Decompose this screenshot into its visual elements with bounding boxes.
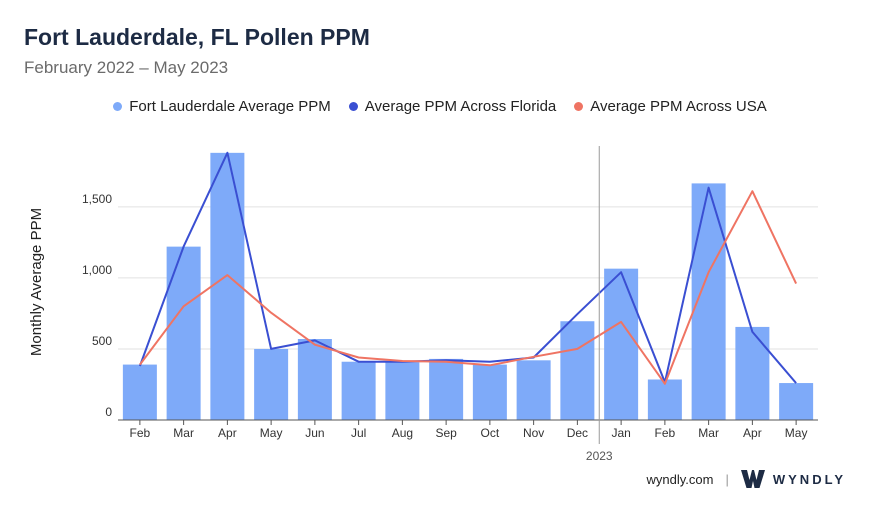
wyndly-logo-icon [740, 470, 765, 488]
x-tick-label: Sep [435, 426, 457, 440]
legend-item-florida[interactable]: Average PPM Across Florida [348, 98, 557, 115]
bar [297, 339, 332, 420]
brand-name: WYNDLY [772, 471, 846, 487]
year-label: 2023 [586, 449, 613, 463]
x-tick-label: Feb [655, 426, 676, 440]
legend-item-usa[interactable]: Average PPM Across USA [574, 98, 767, 115]
legend-dot-icon [348, 102, 358, 111]
legend-label: Average PPM Across Florida [364, 98, 557, 115]
x-tick-label: Oct [481, 426, 500, 440]
x-tick-label: Mar [698, 426, 719, 440]
legend-dot-icon [113, 102, 123, 111]
footer-separator: | [725, 471, 729, 487]
bar [472, 364, 507, 420]
chart-subtitle: February 2022 – May 2023 [24, 58, 229, 77]
bar [254, 348, 289, 420]
legend-label: Fort Lauderdale Average PPM [129, 98, 331, 115]
site-link[interactable]: wyndly.com [646, 471, 714, 487]
legend-label: Average PPM Across USA [590, 98, 767, 115]
x-tick-label: May [785, 426, 808, 440]
bar [429, 358, 464, 420]
x-tick-label: Apr [218, 426, 237, 440]
axes: 0 500 1,000 1,500 Feb Mar Apr May Jun Jul Aug Sep Oc… [82, 146, 818, 463]
x-tick-label: Jul [351, 426, 366, 440]
bar [560, 321, 595, 420]
y-tick-label: 1,500 [82, 192, 112, 206]
bars [122, 152, 814, 420]
bar [385, 362, 420, 420]
bar [647, 379, 682, 420]
bar [516, 360, 551, 420]
florida-line [138, 151, 797, 384]
bar [779, 383, 814, 420]
x-tick-label: Aug [392, 426, 413, 440]
lines [138, 151, 798, 385]
bar [122, 364, 157, 420]
x-tick-label: Jan [611, 426, 630, 440]
y-tick-label: 0 [105, 405, 112, 419]
chart-title: Fort Lauderdale, FL Pollen PPM [24, 24, 370, 50]
legend: Fort Lauderdale Average PPM Average PPM … [0, 98, 880, 115]
legend-dot-icon [574, 102, 584, 111]
bar [210, 152, 245, 420]
brand[interactable]: WYNDLY [740, 470, 846, 488]
x-tick-label: Feb [130, 426, 151, 440]
x-tick-label: Nov [523, 426, 544, 440]
bar [341, 361, 376, 420]
x-tick-label: Mar [173, 426, 194, 440]
y-tick-label: 1,000 [82, 263, 112, 277]
x-tick-label: Jun [305, 426, 324, 440]
x-tick-label: May [260, 426, 283, 440]
legend-item-fort-lauderdale[interactable]: Fort Lauderdale Average PPM [113, 98, 331, 115]
footer: wyndly.com | WYNDLY [647, 470, 846, 488]
y-tick-label: 500 [92, 334, 112, 348]
bar [166, 246, 201, 420]
usa-line [139, 190, 798, 385]
x-tick-label: Dec [567, 426, 588, 440]
bar [735, 326, 770, 420]
y-axis-label: Monthly Average PPM [28, 208, 45, 356]
x-tick-label: Apr [743, 426, 762, 440]
bar [604, 268, 639, 420]
